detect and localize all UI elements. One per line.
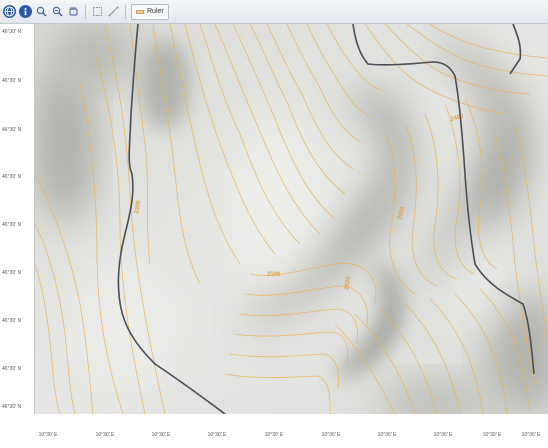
ruler-icon <box>136 9 144 14</box>
measure-button[interactable] <box>107 5 120 18</box>
longitude-label: 10°30' E <box>377 432 397 438</box>
longitude-label: 10°30' E <box>38 432 58 438</box>
map-toolbar: Ruler <box>0 0 548 24</box>
zoom-out-icon <box>52 6 63 17</box>
latitude-label: 46°30' N <box>2 404 22 410</box>
longitude-axis: 10°30' E 10°30' E 10°30' E 10°30' E 10°3… <box>34 414 548 448</box>
globe-button[interactable] <box>3 5 16 18</box>
latitude-label: 46°30' N <box>2 29 22 35</box>
ruler-button-label: Ruler <box>147 8 164 15</box>
longitude-label: 10°30' E <box>521 432 541 438</box>
latitude-label: 46°30' N <box>2 270 22 276</box>
select-button[interactable] <box>91 5 104 18</box>
latitude-label: 46°30' N <box>2 366 22 372</box>
longitude-label: 10°30' E <box>151 432 171 438</box>
longitude-label: 10°30' E <box>207 432 227 438</box>
latitude-label: 46°30' N <box>2 127 22 133</box>
toolbar-separator <box>125 4 126 19</box>
boundary-lines <box>117 24 535 414</box>
info-icon <box>24 8 27 16</box>
map-view[interactable]: 2400 2300 2200 2500 2600 <box>34 24 548 414</box>
contour-label: 2600 <box>344 276 352 291</box>
zoom-in-icon <box>36 6 47 17</box>
longitude-label: 10°30' E <box>321 432 341 438</box>
latitude-label: 46°30' N <box>2 318 22 324</box>
select-icon <box>93 7 102 16</box>
boundary-line-west <box>117 24 226 414</box>
latitude-axis: 46°30' N 46°30' N 46°30' N 46°30' N 46°3… <box>0 24 34 414</box>
longitude-label: 10°30' E <box>482 432 502 438</box>
topographic-map[interactable]: 2400 2300 2200 2500 2600 <box>35 24 548 414</box>
longitude-label: 10°30' E <box>264 432 284 438</box>
contour-label: 2200 <box>397 205 406 220</box>
measure-icon <box>108 6 119 17</box>
zoom-in-button[interactable] <box>35 5 48 18</box>
contour-label: 2400 <box>450 114 465 123</box>
ruler-button[interactable]: Ruler <box>131 3 169 20</box>
longitude-label: 10°30' E <box>95 432 115 438</box>
hillshade-layer <box>35 24 548 414</box>
pan-button[interactable] <box>67 5 80 18</box>
info-button[interactable] <box>19 5 32 18</box>
latitude-label: 46°30' N <box>2 78 22 84</box>
toolbar-separator <box>85 4 86 19</box>
boundary-line-northeast <box>352 24 535 375</box>
longitude-label: 10°30' E <box>433 432 453 438</box>
pan-icon <box>69 6 78 16</box>
zoom-out-button[interactable] <box>51 5 64 18</box>
globe-icon <box>4 6 15 17</box>
latitude-label: 46°30' N <box>2 222 22 228</box>
latitude-label: 46°30' N <box>2 174 22 180</box>
boundary-line-corner <box>509 24 522 75</box>
contour-label: 2500 <box>267 272 281 278</box>
contour-label: 2300 <box>134 200 142 215</box>
contour-labels: 2400 2300 2200 2500 2600 <box>134 114 465 291</box>
